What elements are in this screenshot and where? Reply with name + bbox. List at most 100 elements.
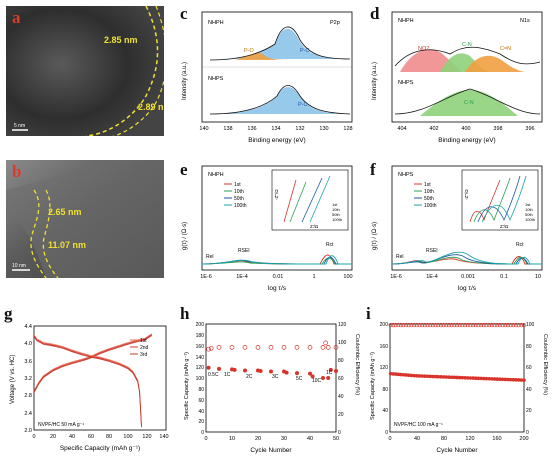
ce-point (460, 322, 465, 328)
svg-text:40: 40 (382, 408, 388, 414)
ce-point (441, 322, 446, 328)
capacity-point (506, 377, 510, 382)
legend-e: 1st 10th 50th 100th (224, 182, 247, 209)
svg-text:2C: 2C (246, 374, 253, 380)
plot-frame-e (201, 165, 353, 271)
voltage-curve-discharge-1 (33, 334, 142, 426)
xps-panel-c: c NHPH P2p NHPS P-O P-C P-C Intensity (a… (180, 4, 360, 154)
capacity-point (490, 377, 494, 381)
svg-text:1E-4: 1E-4 (426, 274, 438, 280)
svg-text:0: 0 (204, 436, 207, 442)
ylabel-right-h: Coulombic Efficiency (%) (354, 334, 360, 395)
drt-panel-e: e NHPH 1st 10th 50th 100th Rel RSEI Rct … (180, 160, 360, 300)
ylabel-c: Intensity (a.u.) (182, 62, 188, 100)
ce-point (449, 322, 454, 328)
measure-a1: 2.85 nm (104, 35, 138, 45)
voltage-curve-charge-2 (33, 334, 153, 393)
scalebar-a-label: 5 nm (14, 123, 25, 129)
ce-point (430, 322, 435, 328)
svg-text:3.6: 3.6 (24, 359, 32, 365)
svg-text:40: 40 (338, 394, 344, 400)
capacity-point (463, 375, 467, 380)
svg-text:160: 160 (492, 436, 501, 442)
yticks-right-i: 0 20 40 60 80 100 (526, 322, 535, 436)
region-e-rel: Rel (206, 254, 214, 260)
svg-text:50th: 50th (332, 212, 340, 217)
edge-line-b1 (30, 189, 47, 278)
ce-point (511, 322, 516, 328)
svg-text:120: 120 (380, 365, 389, 371)
ylabel-left-h: Specific Capacity (mAh g⁻¹) (184, 352, 190, 420)
ce-point (206, 346, 211, 352)
svg-text:2nd: 2nd (140, 345, 149, 351)
svg-text:404: 404 (397, 126, 406, 132)
capacity-point (484, 376, 489, 381)
element-d: N1s (520, 18, 530, 24)
ce-point (452, 322, 457, 328)
peak-label-no2: NO2 (418, 46, 429, 52)
svg-text:120: 120 (196, 365, 205, 371)
measure-a2: 2.89 nm (138, 102, 164, 112)
svg-text:2.0: 2.0 (24, 428, 32, 434)
svg-text:100th: 100th (525, 217, 535, 222)
ce-point (457, 322, 462, 328)
capacity-point (460, 375, 465, 380)
ce-point (428, 322, 433, 328)
peak-label-c-pc: P-C (300, 48, 310, 54)
panel-label-i: i (366, 304, 371, 323)
svg-text:140: 140 (199, 126, 208, 132)
capacity-point (412, 373, 416, 378)
region-f-rel: Rel (396, 254, 404, 260)
drt-curve-f-10th (391, 256, 542, 265)
xlabel-g: Specific Capacity (mAh g⁻¹) (60, 445, 140, 452)
capacity-point (447, 375, 451, 379)
ce-point (513, 322, 519, 328)
svg-text:10: 10 (229, 436, 235, 442)
ce-point (489, 322, 494, 328)
svg-text:4.4: 4.4 (24, 324, 32, 330)
svg-text:60: 60 (338, 376, 344, 382)
capacity-point (206, 365, 211, 370)
xlabel-h: Cycle Number (250, 447, 292, 454)
capacity-point (310, 374, 315, 379)
ce-point (508, 322, 513, 328)
voltage-curve-charge-3 (33, 335, 153, 393)
panel-label-h: h (180, 304, 190, 323)
edge-line-a2 (112, 6, 164, 136)
svg-text:100th: 100th (424, 203, 437, 209)
plot-frame-h (205, 323, 337, 433)
svg-text:100: 100 (343, 274, 352, 280)
region-e-rct: Rct (326, 242, 334, 248)
tag-c-bottom: NHPS (208, 76, 224, 82)
ce-point (436, 322, 441, 328)
ce-point (401, 322, 406, 328)
tem-image-b: 2.65 nm 11.07 nm 10 nm b (6, 160, 164, 278)
capacity-point (503, 377, 508, 382)
inset-f-xlabel: Z'/Ω (500, 224, 509, 229)
rate-labels-h: 0.5C 1C 2C 3C 5C 10C 1C (208, 370, 333, 384)
inset-e-ylabel: -Z''/Ω (274, 189, 279, 200)
capacity-point (457, 375, 462, 380)
svg-text:3C: 3C (272, 374, 279, 380)
drt-curve-f-50th (391, 254, 542, 265)
ce-point (519, 322, 524, 328)
capacity-point (295, 371, 299, 376)
svg-text:0.1: 0.1 (500, 274, 508, 280)
svg-text:10th: 10th (234, 189, 244, 195)
svg-text:402: 402 (429, 126, 438, 132)
tem-a-canvas: 2.85 nm 2.89 nm 5 nm (6, 6, 164, 136)
capacity-point (508, 377, 513, 382)
svg-text:200: 200 (196, 322, 205, 328)
ce-point (487, 322, 492, 328)
svg-text:1E-6: 1E-6 (200, 274, 212, 280)
ce-point (417, 322, 422, 328)
capacity-point (284, 370, 289, 375)
rate-h-svg: 0.5C 1C 2C 3C 5C 10C 1C 0 20 40 60 80 10… (184, 322, 360, 454)
ce-point (333, 345, 339, 350)
svg-text:80: 80 (106, 434, 112, 440)
ce-point (320, 345, 326, 350)
ce-point (325, 345, 331, 350)
ce-point (481, 322, 486, 328)
svg-text:10th: 10th (332, 207, 340, 212)
svg-text:0.5C: 0.5C (208, 372, 219, 378)
